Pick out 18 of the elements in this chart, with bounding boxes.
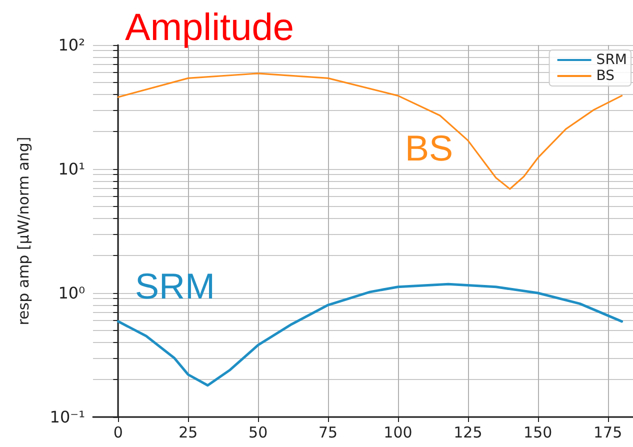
x-tick-label: 75 (318, 424, 338, 442)
x-tick-label: 0 (113, 424, 123, 442)
y-axis-title: resp amp [μW/norm ang] (14, 136, 32, 326)
legend-label: BS (596, 68, 615, 84)
legend-label: SRM (596, 52, 628, 68)
chart-title: Amplitude (125, 7, 294, 49)
x-tick-label: 150 (524, 424, 552, 442)
y-tick-label: 10¹ (58, 160, 85, 178)
y-tick-label: 10⁻¹ (50, 408, 85, 426)
x-tick-label: 100 (384, 424, 412, 442)
y-tick-label: 10² (58, 36, 85, 54)
annotation: BS (405, 128, 454, 168)
x-tick-label: 25 (178, 424, 198, 442)
x-tick-label: 175 (594, 424, 622, 442)
x-tick-label: 50 (248, 424, 268, 442)
y-tick-label: 10⁰ (58, 284, 85, 302)
x-tick-label: 125 (454, 424, 482, 442)
annotation: SRM (135, 266, 215, 306)
